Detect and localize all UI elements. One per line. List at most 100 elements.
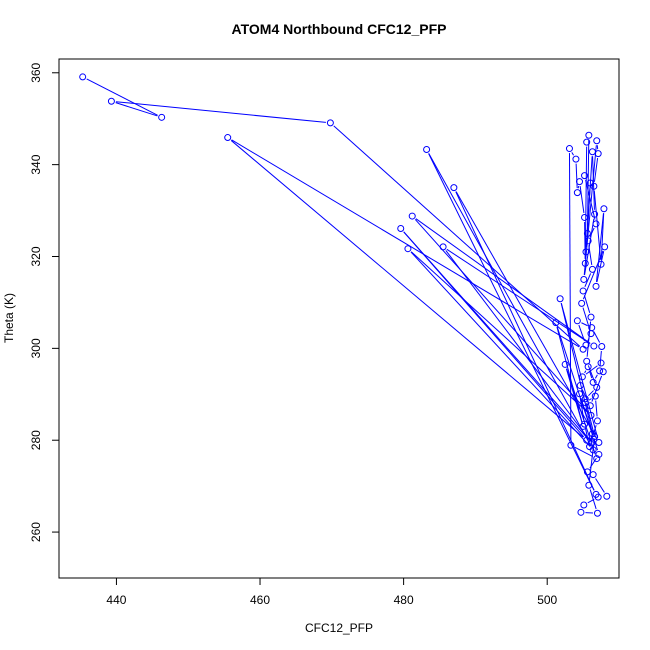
data-point (579, 345, 587, 353)
data-point (599, 368, 607, 376)
data-point (581, 213, 589, 221)
data-point (158, 113, 166, 121)
data-point (595, 439, 603, 447)
series-segment (579, 398, 585, 420)
series-segment (415, 218, 591, 344)
series-segment (596, 251, 605, 283)
data-point (423, 145, 431, 153)
data-point (584, 237, 592, 245)
data-point (583, 357, 591, 365)
data-point (588, 148, 596, 156)
data-point (580, 275, 588, 283)
series-segment (600, 213, 605, 260)
data-point (579, 287, 587, 295)
data-point (590, 342, 598, 350)
data-point (578, 299, 586, 307)
data-point (589, 471, 597, 479)
series-segment (581, 322, 588, 327)
series-segment (583, 295, 591, 313)
series-points (79, 73, 611, 517)
series-segment (589, 227, 595, 238)
data-point (592, 220, 600, 228)
data-point (587, 411, 595, 419)
series-segment (589, 489, 597, 510)
data-point (581, 399, 589, 407)
data-point (588, 265, 596, 273)
data-point (577, 508, 585, 516)
y-tick-label: 320 (29, 246, 43, 266)
data-point (576, 382, 584, 390)
data-point (567, 441, 575, 449)
series-segment (599, 350, 602, 367)
series-segment (593, 158, 599, 182)
data-point (573, 317, 581, 325)
series-segment (595, 478, 605, 493)
x-axis-label: CFC12_PFP (305, 621, 373, 635)
data-point (588, 439, 596, 447)
data-point (572, 155, 580, 163)
data-point (326, 119, 334, 127)
data-point (450, 184, 458, 192)
y-tick-label: 340 (29, 154, 43, 174)
data-point (582, 248, 590, 256)
series-segment (595, 213, 604, 282)
series-segment (595, 400, 598, 417)
series-segment (585, 428, 590, 443)
y-tick-label: 280 (29, 430, 43, 450)
data-point (583, 230, 591, 238)
series-segment (86, 78, 158, 116)
data-point (600, 205, 608, 213)
data-point (224, 134, 232, 142)
data-point (576, 178, 584, 186)
data-point (578, 373, 586, 381)
series-segment (565, 368, 583, 423)
data-point (593, 417, 601, 425)
series-segment (230, 140, 584, 438)
series-segment (583, 145, 597, 276)
data-point (593, 455, 601, 463)
series-segment (428, 153, 592, 447)
data-point (583, 468, 591, 476)
series-segment (571, 152, 575, 156)
series-segment (585, 179, 596, 220)
data-point (589, 378, 597, 386)
series-segment (578, 324, 585, 342)
y-tick-label: 260 (29, 522, 43, 542)
series-segment (568, 153, 572, 441)
series-segment (588, 398, 592, 401)
plot-frame (58, 58, 620, 579)
data-point (601, 243, 609, 251)
data-point (593, 509, 601, 517)
series-segment (582, 250, 604, 300)
series-segment (428, 153, 595, 491)
data-point (591, 433, 599, 441)
data-point (397, 224, 405, 232)
data-point (576, 390, 584, 398)
data-point (582, 341, 590, 349)
series-segment (585, 403, 594, 433)
data-point (581, 395, 589, 403)
data-point (586, 402, 594, 410)
data-point (597, 359, 605, 367)
y-tick-label: 300 (29, 338, 43, 358)
data-point (603, 492, 611, 500)
data-point (594, 493, 602, 501)
y-tick-label: 360 (29, 62, 43, 82)
series-segment (584, 273, 592, 288)
series-segment (589, 370, 593, 379)
series-segment (591, 375, 603, 402)
x-axis: 440 460 480 500 (106, 578, 558, 607)
data-point (580, 501, 588, 509)
data-point (588, 324, 596, 332)
series-segment (586, 321, 592, 357)
series-segment (594, 374, 598, 379)
series-segment (586, 139, 590, 230)
series-segment (556, 326, 583, 423)
series-segment (455, 191, 598, 439)
data-point (573, 189, 581, 197)
data-point (107, 97, 115, 105)
series-segment (579, 186, 585, 214)
chart-title: ATOM4 Northbound CFC12_PFP (232, 21, 447, 37)
data-point (585, 131, 593, 139)
